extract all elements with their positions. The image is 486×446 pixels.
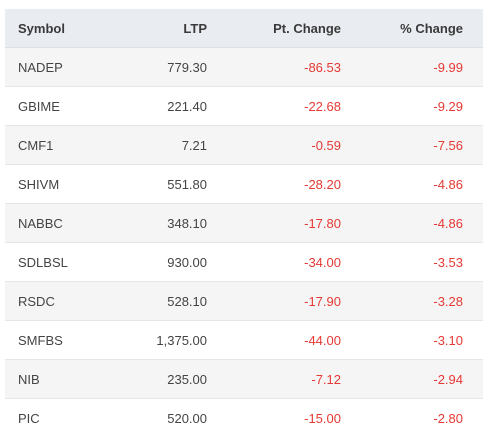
header-symbol[interactable]: Symbol: [5, 9, 125, 48]
ltp-cell: 520.00: [125, 398, 207, 437]
row-padding: [463, 125, 483, 165]
row-padding: [463, 86, 483, 126]
table-row[interactable]: NADEP 779.30 -86.53 -9.99: [5, 47, 483, 87]
table-row[interactable]: PIC 520.00 -15.00 -2.80: [5, 398, 483, 437]
row-padding: [463, 359, 483, 399]
row-padding: [463, 320, 483, 360]
symbol-cell[interactable]: SDLBSL: [5, 242, 125, 282]
symbol-cell[interactable]: GBIME: [5, 86, 125, 126]
symbol-cell[interactable]: NABBC: [5, 203, 125, 243]
pct-change-cell: -4.86: [341, 203, 463, 243]
symbol-cell[interactable]: SHIVM: [5, 164, 125, 204]
losers-table: Symbol LTP Pt. Change % Change NADEP 779…: [5, 9, 483, 437]
pt-change-cell: -86.53: [207, 47, 341, 87]
ltp-cell: 348.10: [125, 203, 207, 243]
pct-change-cell: -9.99: [341, 47, 463, 87]
symbol-cell[interactable]: CMF1: [5, 125, 125, 165]
pct-change-cell: -3.28: [341, 281, 463, 321]
pct-change-cell: -2.80: [341, 398, 463, 437]
table-row[interactable]: GBIME 221.40 -22.68 -9.29: [5, 86, 483, 126]
pt-change-cell: -34.00: [207, 242, 341, 282]
symbol-cell[interactable]: NIB: [5, 359, 125, 399]
pct-change-cell: -7.56: [341, 125, 463, 165]
pct-change-cell: -3.10: [341, 320, 463, 360]
pt-change-cell: -44.00: [207, 320, 341, 360]
pt-change-cell: -7.12: [207, 359, 341, 399]
ltp-cell: 551.80: [125, 164, 207, 204]
row-padding: [463, 281, 483, 321]
header-pt-change[interactable]: Pt. Change: [207, 9, 341, 48]
row-padding: [463, 203, 483, 243]
table-row[interactable]: NIB 235.00 -7.12 -2.94: [5, 359, 483, 399]
table-row[interactable]: SMFBS 1,375.00 -44.00 -3.10: [5, 320, 483, 360]
row-padding: [463, 398, 483, 437]
header-ltp[interactable]: LTP: [125, 9, 207, 48]
table-header: Symbol LTP Pt. Change % Change: [5, 9, 483, 48]
pct-change-cell: -9.29: [341, 86, 463, 126]
header-pct-change[interactable]: % Change: [341, 9, 463, 48]
ltp-cell: 235.00: [125, 359, 207, 399]
pt-change-cell: -22.68: [207, 86, 341, 126]
header-padding: [463, 9, 483, 48]
symbol-cell[interactable]: PIC: [5, 398, 125, 437]
pct-change-cell: -4.86: [341, 164, 463, 204]
ltp-cell: 930.00: [125, 242, 207, 282]
table-body: NADEP 779.30 -86.53 -9.99 GBIME 221.40 -…: [5, 47, 483, 437]
symbol-cell[interactable]: NADEP: [5, 47, 125, 87]
table-row[interactable]: RSDC 528.10 -17.90 -3.28: [5, 281, 483, 321]
pt-change-cell: -28.20: [207, 164, 341, 204]
symbol-cell[interactable]: RSDC: [5, 281, 125, 321]
pt-change-cell: -17.90: [207, 281, 341, 321]
pt-change-cell: -17.80: [207, 203, 341, 243]
table-row[interactable]: CMF1 7.21 -0.59 -7.56: [5, 125, 483, 165]
table-row[interactable]: SDLBSL 930.00 -34.00 -3.53: [5, 242, 483, 282]
ltp-cell: 528.10: [125, 281, 207, 321]
ltp-cell: 7.21: [125, 125, 207, 165]
table-row[interactable]: NABBC 348.10 -17.80 -4.86: [5, 203, 483, 243]
ltp-cell: 779.30: [125, 47, 207, 87]
symbol-cell[interactable]: SMFBS: [5, 320, 125, 360]
header-row: Symbol LTP Pt. Change % Change: [5, 9, 483, 48]
ltp-cell: 1,375.00: [125, 320, 207, 360]
pt-change-cell: -15.00: [207, 398, 341, 437]
row-padding: [463, 47, 483, 87]
row-padding: [463, 242, 483, 282]
pct-change-cell: -2.94: [341, 359, 463, 399]
ltp-cell: 221.40: [125, 86, 207, 126]
pt-change-cell: -0.59: [207, 125, 341, 165]
table-row[interactable]: SHIVM 551.80 -28.20 -4.86: [5, 164, 483, 204]
row-padding: [463, 164, 483, 204]
losers-table-container: Symbol LTP Pt. Change % Change NADEP 779…: [5, 9, 483, 437]
pct-change-cell: -3.53: [341, 242, 463, 282]
